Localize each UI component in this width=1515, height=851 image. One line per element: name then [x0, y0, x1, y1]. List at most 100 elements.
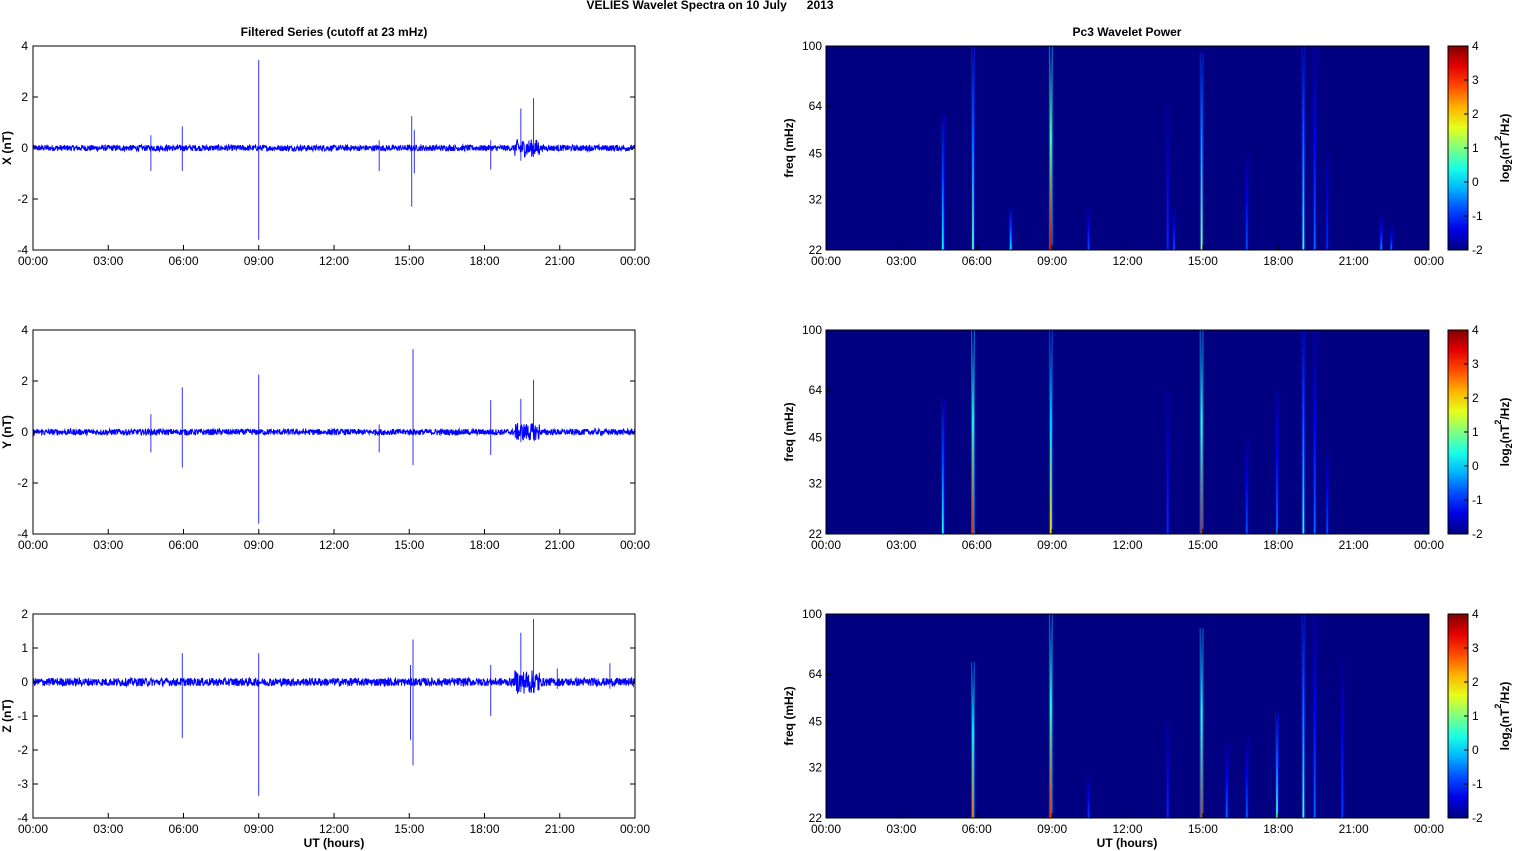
- series-ytick-label: 4: [21, 39, 28, 53]
- series-ylabel: X (nT): [0, 131, 14, 165]
- series-xtick-label: 15:00: [394, 254, 424, 268]
- wavelet-xtick-label: 00:00: [1414, 822, 1444, 836]
- wavelet-xtick-label: 15:00: [1188, 822, 1218, 836]
- series-xtick-label: 00:00: [18, 538, 48, 552]
- wavelet-burst: [1200, 628, 1203, 818]
- wavelet-xtick-label: 21:00: [1339, 254, 1369, 268]
- colorbar-tick-label: 4: [1472, 607, 1479, 621]
- wavelet-ylabel: freq (mHz): [782, 118, 796, 177]
- wavelet-burst: [1276, 712, 1278, 818]
- series-ylabel: Z (nT): [0, 699, 14, 732]
- series-xtick-label: 09:00: [244, 822, 274, 836]
- wavelet-burst: [972, 330, 974, 534]
- wavelet-burst: [1390, 227, 1393, 250]
- colorbar-tick-label: 4: [1472, 39, 1479, 53]
- series-panel-1: -4 -2 0 2 4 00:00 03:00 06:00 09:00 12:00 15:00 18:…: [0, 39, 650, 268]
- right-column-title: Pc3 Wavelet Power: [1073, 25, 1182, 39]
- series-xtick-label: 09:00: [244, 538, 274, 552]
- wavelet-burst: [1326, 453, 1329, 534]
- wavelet-ytick-label: 22: [809, 527, 823, 541]
- wavelet-burst: [1302, 46, 1305, 250]
- wavelet-xtick-label: 00:00: [1414, 254, 1444, 268]
- wavelet-xtick-label: 15:00: [1188, 538, 1218, 552]
- wavelet-burst: [1302, 330, 1305, 534]
- series-ytick-label: 2: [21, 90, 28, 104]
- colorbar-label-part: log: [1498, 732, 1512, 750]
- wavelet-burst: [1166, 390, 1169, 534]
- series-xtick-label: 21:00: [545, 538, 575, 552]
- colorbar-label-part: 2: [1504, 727, 1514, 732]
- wavelet-burst: [1173, 208, 1175, 250]
- colorbar-label: log2(nT2/Hz): [1493, 398, 1514, 467]
- colorbar-tick-label: -1: [1472, 777, 1483, 791]
- series-xtick-label: 18:00: [469, 538, 499, 552]
- series-xtick-label: 21:00: [545, 254, 575, 268]
- colorbar-tick-label: 0: [1472, 175, 1479, 189]
- series-ytick-label: 4: [21, 323, 28, 337]
- series-xtick-label: 18:00: [469, 254, 499, 268]
- wavelet-burst: [1166, 721, 1169, 818]
- series-xtick-label: 06:00: [168, 538, 198, 552]
- series-ytick-label: -2: [17, 743, 28, 757]
- wavelet-ytick-label: 45: [809, 715, 823, 729]
- colorbar-tick-label: 0: [1472, 459, 1479, 473]
- series-ytick-label: 0: [21, 141, 28, 155]
- colorbar-tick-label: -2: [1472, 527, 1483, 541]
- wavelet-burst: [1009, 208, 1012, 250]
- wavelet-burst: [1245, 737, 1248, 818]
- series-ytick-label: 1: [21, 641, 28, 655]
- series-noise-line: [32, 423, 636, 441]
- series-xtick-label: 12:00: [319, 538, 349, 552]
- colorbar-tick-label: 3: [1472, 73, 1479, 87]
- wavelet-burst: [1087, 208, 1090, 250]
- colorbar-label-part: (nT: [1498, 140, 1512, 159]
- wavelet-ytick-label: 32: [809, 193, 823, 207]
- colorbar-tick-label: -2: [1472, 811, 1483, 825]
- wavelet-xtick-label: 00:00: [811, 254, 841, 268]
- wavelet-xtick-label: 18:00: [1263, 254, 1293, 268]
- wavelet-burst: [1326, 153, 1329, 250]
- wavelet-burst: [1049, 46, 1052, 250]
- wavelet-burst: [1302, 614, 1305, 818]
- colorbar-tick-label: -1: [1472, 209, 1483, 223]
- series-xtick-label: 21:00: [545, 822, 575, 836]
- wavelet-xtick-label: 00:00: [1414, 538, 1444, 552]
- wavelet-burst: [1087, 776, 1090, 818]
- wavelet-burst: [1049, 614, 1052, 818]
- colorbar-tick-label: 1: [1472, 141, 1479, 155]
- colorbar-tick-label: 4: [1472, 323, 1479, 337]
- series-xtick-label: 12:00: [319, 822, 349, 836]
- wavelet-burst: [1200, 52, 1203, 250]
- wavelet-xtick-label: 15:00: [1188, 254, 1218, 268]
- wavelet-ytick-label: 100: [802, 607, 822, 621]
- wavelet-ytick-label: 32: [809, 761, 823, 775]
- wavelet-burst: [1200, 330, 1203, 534]
- colorbar-label: log2(nT2/Hz): [1493, 114, 1514, 183]
- wavelet-xtick-label: 00:00: [811, 822, 841, 836]
- colorbar-tick-label: 3: [1472, 357, 1479, 371]
- wavelet-burst: [1341, 662, 1344, 818]
- wavelet-xtick-label: 09:00: [1037, 822, 1067, 836]
- wavelet-burst: [941, 398, 944, 534]
- series-xtick-label: 00:00: [620, 538, 650, 552]
- series-ytick-label: -4: [17, 527, 28, 541]
- wavelet-xtick-label: 06:00: [962, 254, 992, 268]
- wavelet-xtick-label: 03:00: [886, 822, 916, 836]
- wavelet-xtick-label: 12:00: [1112, 538, 1142, 552]
- colorbar-tick-label: 1: [1472, 709, 1479, 723]
- series-ylabel: Y (nT): [0, 415, 14, 449]
- wavelet-ylabel: freq (mHz): [782, 402, 796, 461]
- series-noise-line: [32, 670, 636, 694]
- wavelet-burst: [1166, 106, 1169, 250]
- series-xtick-label: 03:00: [93, 538, 123, 552]
- colorbar-label-part: 2: [1493, 136, 1503, 141]
- colorbar-label-part: /Hz): [1498, 398, 1512, 420]
- series-ytick-label: 2: [21, 607, 28, 621]
- wavelet-background: [826, 46, 1429, 250]
- series-ytick-label: -2: [17, 192, 28, 206]
- figure-title: VELIES Wavelet Spectra on 10 July 2013: [587, 0, 834, 12]
- series-xtick-label: 03:00: [93, 254, 123, 268]
- wavelet-ytick-label: 100: [802, 323, 822, 337]
